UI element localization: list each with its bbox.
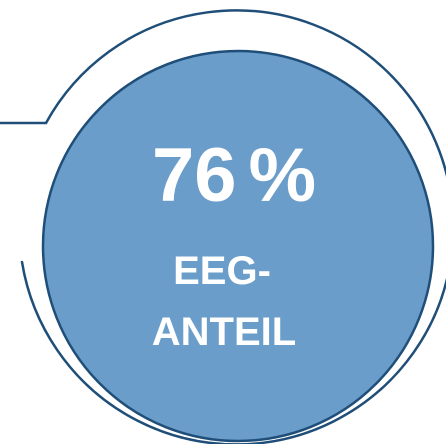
- label-line-1: EEG-: [173, 249, 271, 293]
- percentage-number: 76: [152, 133, 237, 218]
- badge-circle: [41, 49, 435, 443]
- label-line-2: ANTEIL: [152, 310, 296, 354]
- percentage-value: 76%: [152, 133, 316, 218]
- percentage-unit: %: [248, 133, 316, 218]
- outer-ring-with-connector: [0, 9, 446, 444]
